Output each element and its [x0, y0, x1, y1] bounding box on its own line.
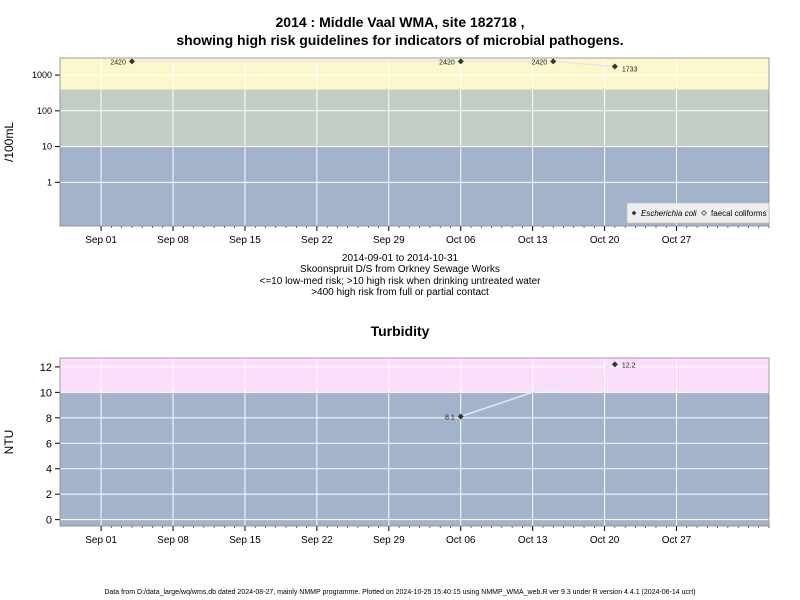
y-tick-label: 12 [40, 362, 52, 374]
legend-marker-ecoli [631, 210, 637, 216]
plot-frame [59, 357, 770, 527]
x-tick-label: Oct 13 [518, 535, 548, 546]
x-tick-label: Sep 22 [301, 535, 333, 546]
legend-label-faecal: faecal coliforms [711, 209, 767, 218]
data-point [611, 361, 618, 368]
data-label: 2420 [110, 59, 126, 66]
x-tick-label: Oct 13 [518, 235, 548, 246]
y-tick-label: 1000 [32, 70, 52, 80]
turbidity-chart: Sep 01 Sep 08 Sep 15 Sep 22 Sep 29 Oct 06 Oct … [2, 357, 770, 546]
y-tick-label: 0 [46, 515, 52, 527]
data-label: 8.1 [445, 415, 455, 422]
x-tick-label: Sep 01 [85, 535, 117, 546]
y-tick-label: 8 [46, 413, 52, 425]
bacteria-chart: Sep 01 Sep 08 Sep 15 Sep 22 Sep 29 Oct 06 Oct … [2, 57, 770, 246]
x-tick-label: Sep 08 [157, 535, 189, 546]
x-tick-label: Oct 20 [590, 235, 620, 246]
y-tick-label: 10 [42, 142, 52, 152]
series-line [131, 60, 615, 68]
risk-band [60, 58, 769, 90]
legend-marker-faecal [701, 210, 707, 216]
x-tick-label: Sep 29 [373, 235, 405, 246]
x-tick-label: Oct 06 [446, 535, 476, 546]
risk-caption-contact: >400 high risk from full or partial cont… [311, 287, 489, 298]
risk-band [60, 89, 769, 147]
plot-frame [59, 57, 770, 227]
site-caption: Skoonspruit D/S from Orkney Sewage Works [300, 264, 500, 275]
x-tick-label: Sep 08 [157, 235, 189, 246]
chart-title-line2: showing high risk guidelines for indicat… [176, 32, 624, 48]
y-tick-label: 10 [40, 387, 52, 399]
data-point [611, 63, 618, 70]
y-tick-label: 2 [46, 489, 52, 501]
x-tick-label: Sep 22 [301, 235, 333, 246]
x-tick-label: Oct 20 [590, 535, 620, 546]
series-line [460, 363, 616, 418]
x-tick-label: Sep 29 [373, 535, 405, 546]
x-tick-label: Oct 27 [662, 235, 692, 246]
turbidity-title: Turbidity [370, 323, 430, 339]
x-tick-label: Sep 15 [229, 235, 261, 246]
y-tick-label: 4 [46, 464, 52, 476]
data-point [128, 58, 135, 65]
data-label: 1733 [622, 67, 638, 74]
legend-box [626, 202, 770, 224]
y-axis-label: /100mL [2, 122, 16, 162]
data-point [457, 58, 464, 65]
data-label: 2420 [439, 59, 455, 66]
risk-band [60, 358, 769, 393]
data-point [550, 58, 557, 65]
legend-label-ecoli: Escherichia coli [641, 209, 697, 218]
risk-band [60, 392, 769, 526]
date-range-caption: 2014-09-01 to 2014-10-31 [341, 253, 459, 264]
x-tick-label: Sep 01 [85, 235, 117, 246]
y-axis-label: NTU [2, 430, 16, 455]
y-tick-label: 100 [37, 106, 52, 116]
footer-note: Data from D:/data_large/wq/wms.db dated … [104, 589, 696, 596]
y-tick-label: 6 [46, 438, 52, 450]
x-tick-label: Oct 06 [446, 235, 476, 246]
data-point [457, 413, 464, 420]
chart-title-line1: 2014 : Middle Vaal WMA, site 182718 , [275, 14, 525, 30]
risk-caption-drinking: <=10 low-med risk; >10 high risk when dr… [259, 276, 541, 287]
data-label: 12.2 [622, 362, 636, 369]
x-tick-label: Oct 27 [662, 535, 692, 546]
x-tick-label: Sep 15 [229, 535, 261, 546]
y-tick-label: 1 [47, 177, 52, 187]
data-label: 2420 [532, 59, 548, 66]
